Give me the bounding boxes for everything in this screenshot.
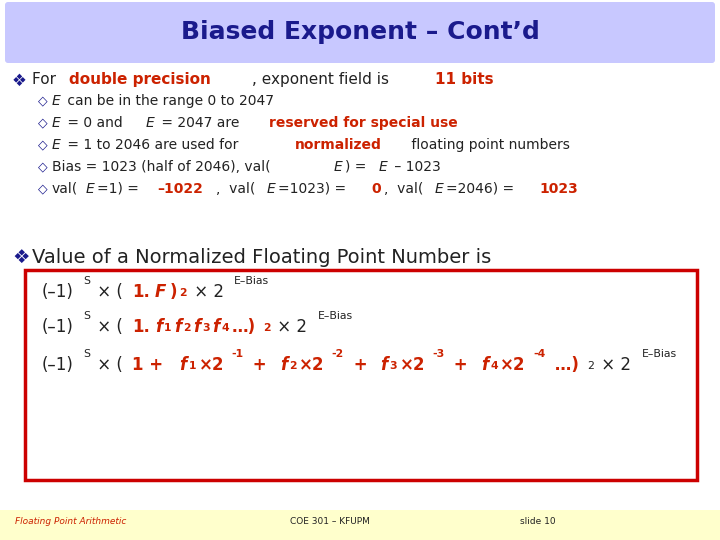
Text: -4: -4 <box>533 349 545 360</box>
Text: -3: -3 <box>433 349 445 360</box>
Text: +: + <box>348 356 373 374</box>
Text: × 2: × 2 <box>189 283 224 301</box>
Text: E: E <box>379 160 387 174</box>
Text: E: E <box>435 182 444 196</box>
FancyBboxPatch shape <box>25 270 697 480</box>
Text: (–1): (–1) <box>42 318 74 336</box>
Text: = 1 to 2046 are used for: = 1 to 2046 are used for <box>63 138 243 152</box>
Text: × (: × ( <box>92 356 123 374</box>
Text: f: f <box>174 318 181 336</box>
Text: E: E <box>146 116 155 130</box>
Text: f: f <box>212 318 220 336</box>
Text: ❖: ❖ <box>12 248 30 267</box>
Text: slide 10: slide 10 <box>520 517 556 526</box>
Text: 2: 2 <box>588 361 594 372</box>
Text: ) =: ) = <box>346 160 371 174</box>
Text: ,  val(: , val( <box>384 182 423 196</box>
Text: 11 bits: 11 bits <box>436 72 494 87</box>
Text: f: f <box>155 318 162 336</box>
Text: f: f <box>179 356 186 374</box>
Text: –1022: –1022 <box>157 182 203 196</box>
Text: ×2: ×2 <box>400 356 425 374</box>
Text: S: S <box>83 349 90 360</box>
Text: E–Bias: E–Bias <box>234 276 269 286</box>
Text: E–Bias: E–Bias <box>642 349 677 360</box>
Text: f: f <box>380 356 387 374</box>
Text: S: S <box>83 276 90 286</box>
Bar <box>0 510 720 540</box>
Text: = 0 and: = 0 and <box>63 116 127 130</box>
Text: 4: 4 <box>222 323 229 333</box>
Text: …): …) <box>232 318 256 336</box>
Text: …): …) <box>549 356 579 374</box>
Text: 1: 1 <box>164 323 172 333</box>
Text: 3: 3 <box>390 361 397 372</box>
Text: ×2: ×2 <box>500 356 526 374</box>
Text: =1) =: =1) = <box>97 182 143 196</box>
Text: ×2: ×2 <box>299 356 325 374</box>
Text: E: E <box>86 182 94 196</box>
Text: 1 +: 1 + <box>132 356 168 374</box>
Text: ◇: ◇ <box>38 94 48 107</box>
Text: f: f <box>280 356 287 374</box>
Text: can be in the range 0 to 2047: can be in the range 0 to 2047 <box>63 94 274 108</box>
Text: E: E <box>52 94 60 108</box>
Text: Bias = 1023 (half of 2046), val(: Bias = 1023 (half of 2046), val( <box>52 160 271 174</box>
Text: 2: 2 <box>184 323 191 333</box>
Text: (–1): (–1) <box>42 283 74 301</box>
Text: E–Bias: E–Bias <box>318 312 353 321</box>
Text: 4: 4 <box>490 361 498 372</box>
Text: Value of a Normalized Floating Point Number is: Value of a Normalized Floating Point Num… <box>32 248 491 267</box>
Text: 2: 2 <box>179 288 187 299</box>
Text: (–1): (–1) <box>42 356 74 374</box>
Text: × (: × ( <box>92 318 123 336</box>
Text: normalized: normalized <box>295 138 382 152</box>
FancyBboxPatch shape <box>5 2 715 63</box>
Text: E: E <box>267 182 276 196</box>
Text: ,  val(: , val( <box>216 182 256 196</box>
Text: – 1023: – 1023 <box>390 160 441 174</box>
Text: ◇: ◇ <box>38 116 48 129</box>
Text: reserved for special use: reserved for special use <box>269 116 458 130</box>
Text: 1.: 1. <box>132 283 150 301</box>
Text: 1023: 1023 <box>540 182 578 196</box>
Text: 2: 2 <box>263 323 270 333</box>
Text: f: f <box>481 356 488 374</box>
Text: 2: 2 <box>289 361 297 372</box>
Text: f: f <box>193 318 200 336</box>
Text: floating point numbers: floating point numbers <box>408 138 570 152</box>
Text: E: E <box>52 116 60 130</box>
Text: = 2047 are: = 2047 are <box>158 116 244 130</box>
Text: ◇: ◇ <box>38 182 48 195</box>
Text: ❖: ❖ <box>12 72 27 90</box>
Text: × 2: × 2 <box>272 318 307 336</box>
Text: +: + <box>449 356 474 374</box>
Text: val(: val( <box>52 182 78 196</box>
Text: =1023) =: =1023) = <box>278 182 351 196</box>
Text: COE 301 – KFUPM: COE 301 – KFUPM <box>290 517 370 526</box>
Text: 0: 0 <box>372 182 382 196</box>
Text: S: S <box>83 312 90 321</box>
Text: Biased Exponent – Cont’d: Biased Exponent – Cont’d <box>181 20 539 44</box>
Text: double precision: double precision <box>69 72 211 87</box>
Text: × (: × ( <box>92 283 123 301</box>
Text: -2: -2 <box>332 349 344 360</box>
Text: ×2: ×2 <box>199 356 224 374</box>
Text: +: + <box>247 356 272 374</box>
Text: E: E <box>52 138 60 152</box>
Text: , exponent field is: , exponent field is <box>252 72 394 87</box>
Text: 1: 1 <box>189 361 197 372</box>
Text: 1.: 1. <box>132 318 150 336</box>
Text: -1: -1 <box>231 349 243 360</box>
Text: Floating Point Arithmetic: Floating Point Arithmetic <box>15 517 127 526</box>
Text: 3: 3 <box>202 323 210 333</box>
Text: ◇: ◇ <box>38 160 48 173</box>
Text: For: For <box>32 72 61 87</box>
Text: E: E <box>334 160 343 174</box>
Text: F: F <box>155 283 166 301</box>
Text: × 2: × 2 <box>596 356 631 374</box>
Text: =2046) =: =2046) = <box>446 182 518 196</box>
Text: ◇: ◇ <box>38 138 48 151</box>
Text: ): ) <box>170 283 177 301</box>
